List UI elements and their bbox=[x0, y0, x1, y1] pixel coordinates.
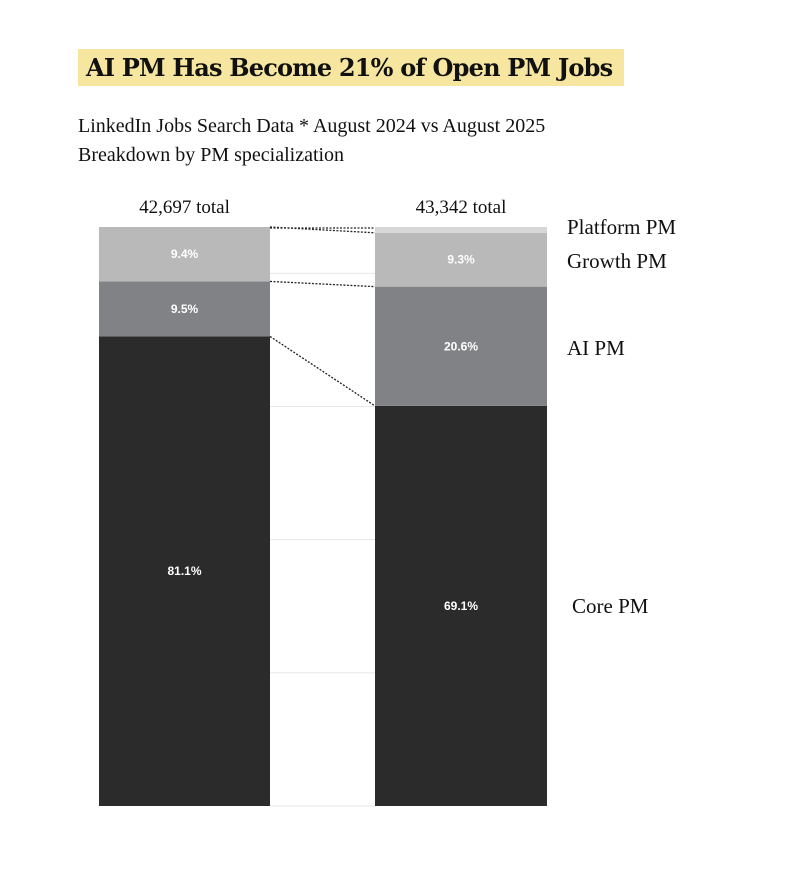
subtitle-line-2: Breakdown by PM specialization bbox=[78, 144, 345, 166]
category-label-platform-pm: Platform PM bbox=[567, 215, 676, 239]
title-highlight: AI PM Has Become 21% of Open PM Jobs bbox=[78, 49, 625, 86]
category-label-growth-pm: Growth PM bbox=[567, 249, 667, 273]
bar-total-label-1: 42,697 total bbox=[139, 197, 230, 218]
category-label-core-pm: Core PM bbox=[572, 594, 649, 618]
bar-segment-ai-pm-2 bbox=[375, 286, 547, 406]
segment-label-growth-pm-2: 9.3% bbox=[447, 253, 475, 267]
connector-line bbox=[269, 280, 376, 288]
segment-label-ai-pm-1: 9.5% bbox=[171, 302, 199, 316]
segment-label-core-pm-1: 81.1% bbox=[167, 564, 201, 578]
segment-label-growth-pm-1: 9.4% bbox=[171, 247, 199, 261]
connector-line bbox=[269, 335, 376, 407]
bar-segment-growth-pm-1 bbox=[99, 227, 270, 282]
bar-segment-platform-pm-2 bbox=[375, 227, 547, 233]
bar-segment-ai-pm-1 bbox=[99, 281, 270, 337]
bar-segment-core-pm-2 bbox=[375, 405, 547, 806]
category-label-ai-pm: AI PM bbox=[567, 336, 625, 360]
bar-segment-core-pm-1 bbox=[99, 336, 270, 806]
segment-label-core-pm-2: 69.1% bbox=[444, 599, 478, 613]
bar-segment-growth-pm-2 bbox=[375, 232, 547, 287]
subtitle-line-1: LinkedIn Jobs Search Data * August 2024 … bbox=[78, 115, 546, 137]
segment-label-ai-pm-2: 20.6% bbox=[444, 339, 478, 353]
bar-total-label-2: 43,342 total bbox=[416, 197, 507, 218]
chart-subtitle: LinkedIn Jobs Search Data * August 2024 … bbox=[78, 112, 545, 170]
chart-title: AI PM Has Become 21% of Open PM Jobs bbox=[86, 53, 613, 82]
